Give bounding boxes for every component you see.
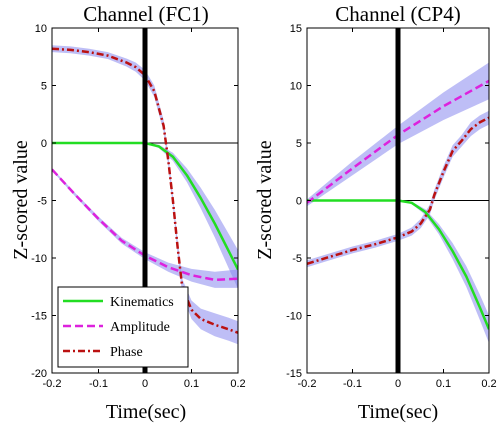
legend-label-kinematics: Kinematics (110, 295, 174, 310)
series-line-kinematics (52, 141, 238, 271)
y-tick-label: -20 (31, 368, 47, 380)
legend: Kinematics Amplitude Phase (57, 286, 189, 368)
legend-label-amplitude: Amplitude (110, 320, 170, 335)
chart-title: Channel (FC1) (83, 2, 208, 26)
y-tick-label: -10 (31, 253, 47, 265)
y-tick-label: 0 (296, 196, 302, 208)
x-tick-label: -0.1 (89, 378, 108, 390)
x-axis-label: Time(sec) (358, 401, 438, 423)
x-tick-label: -0.2 (298, 378, 317, 390)
x-tick-label: -0.1 (343, 378, 362, 390)
confidence-band-kinematics (52, 143, 238, 290)
plot-area: -0.2 -0.1 0 0.1 0.2 15 10 5 0 -5 -10 -15 (286, 23, 497, 390)
x-axis-label: Time(sec) (106, 401, 186, 423)
x-tick-label: 0.1 (184, 378, 199, 390)
x-tick-label: 0.1 (436, 378, 451, 390)
x-tick-label: 0 (142, 378, 148, 390)
plot-area: -0.2 -0.1 0 0.1 0.2 10 5 0 -5 -10 -15 -20 (31, 23, 246, 390)
y-tick-label: -5 (37, 196, 47, 208)
x-tick-label: 0 (395, 378, 401, 390)
y-tick-label: -15 (286, 368, 302, 380)
y-axis-label: Z-scored value (254, 140, 276, 260)
y-tick-label: -10 (286, 311, 302, 323)
x-tick-label: -0.2 (43, 378, 62, 390)
y-tick-label: 5 (41, 81, 47, 93)
series-line-kinematics (307, 199, 489, 330)
legend-label-phase: Phase (110, 345, 143, 360)
chart-title: Channel (CP4) (335, 2, 460, 26)
y-axis-label: Z-scored value (10, 140, 32, 260)
y-tick-label: 5 (296, 138, 302, 150)
y-tick-label: -5 (292, 253, 302, 265)
x-tick-label: 0.2 (481, 378, 496, 390)
series-line-phase (52, 47, 238, 334)
y-tick-label: -15 (31, 311, 47, 323)
x-tick-label: 0.2 (230, 378, 245, 390)
panel-cp4: Channel (CP4) Time(sec) Z-scored value -… (254, 2, 497, 423)
panel-fc1: Channel (FC1) Time(sec) Z-scored value -… (10, 2, 246, 423)
y-tick-label: 10 (35, 23, 47, 35)
series-line-phase (307, 116, 489, 265)
confidence-band-amplitude (52, 168, 238, 288)
y-tick-label: 10 (290, 81, 302, 93)
y-tick-label: 0 (41, 138, 47, 150)
y-tick-label: 15 (290, 23, 302, 35)
